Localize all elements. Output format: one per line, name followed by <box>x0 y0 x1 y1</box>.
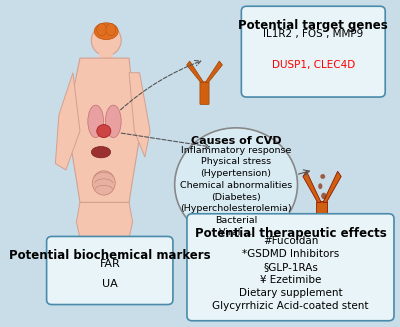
Polygon shape <box>205 61 222 82</box>
Ellipse shape <box>106 24 116 36</box>
Text: Inflammatory response: Inflammatory response <box>181 146 291 155</box>
Polygon shape <box>129 73 150 157</box>
Ellipse shape <box>97 24 107 36</box>
Text: Physical stress: Physical stress <box>201 157 271 166</box>
FancyBboxPatch shape <box>241 6 385 97</box>
Text: Potential therapeutic effects: Potential therapeutic effects <box>194 227 386 240</box>
Ellipse shape <box>94 23 118 40</box>
Polygon shape <box>303 171 321 202</box>
Text: UA: UA <box>102 279 118 289</box>
Polygon shape <box>187 61 204 82</box>
Text: IL1R2 , FOS , MMP9: IL1R2 , FOS , MMP9 <box>263 29 364 39</box>
Polygon shape <box>205 219 221 238</box>
Text: ¥ Ezetimibe: ¥ Ezetimibe <box>260 275 321 285</box>
Text: Glycyrrhizic Acid-coated stent: Glycyrrhizic Acid-coated stent <box>212 301 369 311</box>
Polygon shape <box>188 219 204 238</box>
Ellipse shape <box>321 193 326 199</box>
Text: DUSP1, CLEC4D: DUSP1, CLEC4D <box>272 60 355 70</box>
Ellipse shape <box>92 171 115 195</box>
FancyBboxPatch shape <box>200 82 209 105</box>
FancyBboxPatch shape <box>317 201 328 229</box>
FancyBboxPatch shape <box>187 214 394 321</box>
Polygon shape <box>323 171 341 202</box>
Text: Bacterial: Bacterial <box>215 216 257 225</box>
Text: §GLP-1RAs: §GLP-1RAs <box>263 262 318 272</box>
Ellipse shape <box>105 105 121 138</box>
Text: #Fucoidan: #Fucoidan <box>263 236 318 247</box>
Polygon shape <box>76 238 99 300</box>
Text: (Diabetes): (Diabetes) <box>211 193 261 202</box>
FancyBboxPatch shape <box>47 236 173 304</box>
Text: Causes of CVD: Causes of CVD <box>191 136 281 146</box>
Text: Potential biochemical markers: Potential biochemical markers <box>9 250 210 263</box>
Text: (Hypertension): (Hypertension) <box>200 169 272 178</box>
Ellipse shape <box>318 183 322 189</box>
Text: Dietary supplement: Dietary supplement <box>239 288 342 298</box>
Ellipse shape <box>91 146 111 158</box>
Text: *GSDMD Inhibitors: *GSDMD Inhibitors <box>242 250 339 259</box>
Text: FAR: FAR <box>99 259 120 269</box>
Polygon shape <box>55 73 80 170</box>
Polygon shape <box>76 202 132 238</box>
Ellipse shape <box>320 174 325 179</box>
FancyBboxPatch shape <box>200 237 209 258</box>
Polygon shape <box>106 238 129 300</box>
Text: Chemical abnormalities: Chemical abnormalities <box>180 181 292 190</box>
Text: (Hypercholesterolemia): (Hypercholesterolemia) <box>180 204 292 214</box>
Ellipse shape <box>88 105 104 138</box>
Ellipse shape <box>91 25 121 56</box>
Text: Viral ...: Viral ... <box>219 228 253 237</box>
Polygon shape <box>70 58 140 202</box>
Text: Potential target genes: Potential target genes <box>238 19 388 32</box>
Ellipse shape <box>97 125 111 138</box>
Circle shape <box>175 128 298 241</box>
Bar <box>99 45 113 58</box>
